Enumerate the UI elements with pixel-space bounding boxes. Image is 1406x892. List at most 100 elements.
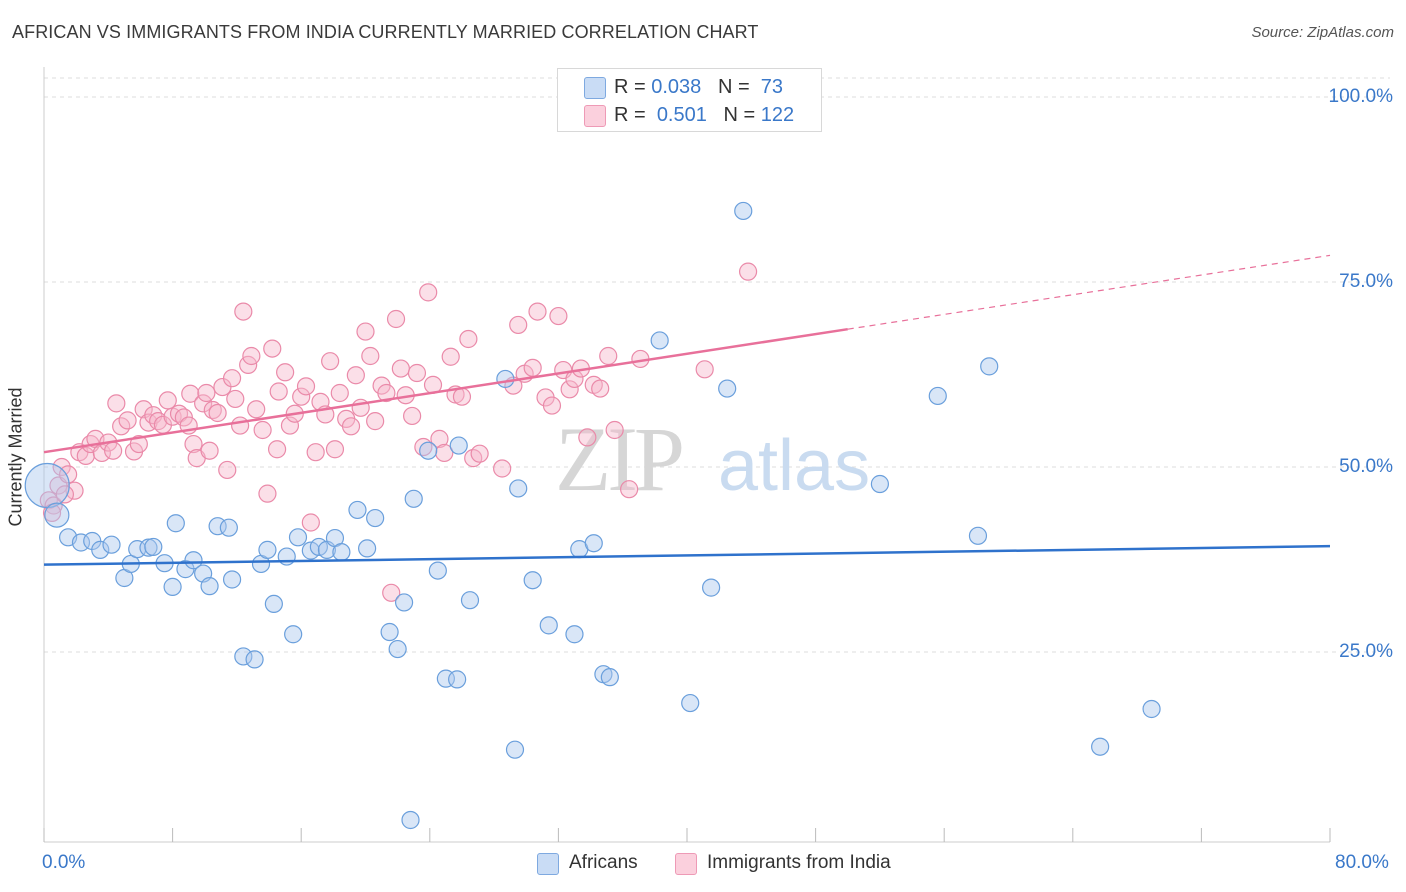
india-point [321,352,340,371]
bottom-legend-label-india: Immigrants from India [707,852,891,873]
legend-n-label: N = [723,104,756,126]
source-credit: Source: ZipAtlas.com [1251,24,1394,41]
india-point [267,440,287,459]
legend-r-value: 0.501 [656,104,707,126]
india-point [258,484,277,503]
africans-point [24,462,70,509]
africans-point [184,551,203,570]
india-point [200,441,219,460]
india-point [325,440,345,459]
africans-point [288,528,308,547]
africans-point [600,668,619,687]
india-point [591,379,610,398]
legend-n-value: 73 [760,76,784,98]
india-point [65,481,84,500]
watermark: ZIP atlas [555,408,870,510]
africans-point [870,474,890,494]
india-point [341,417,361,436]
india-point [542,396,562,415]
india-point [452,387,472,406]
africans-point [928,386,947,406]
y-tick-label: 50.0% [1339,456,1393,477]
india-point [218,460,237,480]
india-point [181,384,200,403]
africans-point [565,625,584,644]
india-point [430,429,449,448]
africans-point [718,379,737,398]
series-africans-points [24,201,1161,830]
india-point [118,411,137,430]
india-point [361,346,380,366]
india-point [247,400,266,419]
africans-point [163,577,182,596]
africans-point [264,594,283,614]
india-point [459,329,478,349]
india-point [377,383,396,403]
india-point [197,383,216,403]
africans-point [166,514,185,533]
africans-point [496,369,515,389]
legend-n-label: N = [717,76,750,98]
africans-point [1091,737,1110,756]
y-tick-label: 25.0% [1339,641,1393,662]
bottom-legend-swatch-india [675,853,697,875]
india-point [605,420,624,440]
africans-point [448,670,467,689]
y-axis-label: Currently Married [5,387,26,527]
india-point [292,387,311,406]
africans-point [144,537,163,557]
india-point [435,443,454,463]
africans-point [219,518,238,537]
africans-point [222,570,242,589]
india-point [509,315,528,335]
africans-point [394,593,414,612]
india-point [366,412,385,431]
india-point [234,302,253,321]
bottom-legend-label-africans: Africans [569,852,638,873]
india-point [620,480,639,499]
trend-lines [43,254,1331,566]
india-point [253,420,272,440]
africans-point [1142,699,1161,719]
india-point [528,302,547,321]
africans-point [284,625,303,644]
africans-point [419,441,438,460]
x-tick-label-min: 0.0% [42,852,86,873]
india-point [59,465,78,484]
india-point [184,434,203,454]
y-tick-label: 75.0% [1339,271,1393,292]
africans-point [332,542,351,562]
legend-n-value: 122 [760,104,795,126]
africans-point [980,357,999,376]
india-point [470,444,489,463]
india-point [144,406,163,425]
africans-point [449,436,468,455]
india-point [441,347,460,366]
africans-point [428,561,447,580]
legend-swatch-africans [584,77,606,99]
watermark-zip: ZIP [555,408,682,510]
africans-point [968,526,988,545]
india-point [407,363,427,383]
india-trend-line [43,327,848,454]
africans-point [44,502,70,528]
india-point [301,513,320,532]
india-point [391,359,410,378]
africans-point [401,810,420,830]
africans-point [366,508,385,528]
india-point [493,459,512,478]
africans-point [404,489,423,508]
africans-point [681,693,700,713]
india-point [194,394,213,413]
india-point [738,262,758,281]
india-point [44,496,63,515]
india-point [242,346,261,366]
india-point [107,394,126,413]
india-point [523,358,542,377]
india-point [403,406,422,426]
india-point [549,306,568,326]
india-point [269,382,288,401]
africans-point [460,591,480,610]
india-point [158,391,177,410]
india-point [263,339,282,358]
